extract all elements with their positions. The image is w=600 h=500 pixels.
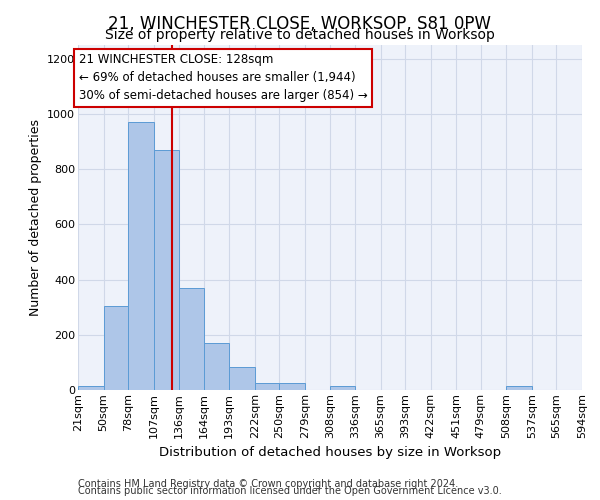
Bar — [179, 288, 204, 390]
Bar — [280, 382, 305, 390]
Bar — [128, 122, 154, 390]
Text: Contains public sector information licensed under the Open Government Licence v3: Contains public sector information licen… — [78, 486, 502, 496]
Bar — [331, 386, 355, 390]
Text: Size of property relative to detached houses in Worksop: Size of property relative to detached ho… — [105, 28, 495, 42]
Bar — [229, 366, 255, 390]
X-axis label: Distribution of detached houses by size in Worksop: Distribution of detached houses by size … — [159, 446, 501, 459]
Bar — [154, 150, 179, 390]
Text: 21, WINCHESTER CLOSE, WORKSOP, S81 0PW: 21, WINCHESTER CLOSE, WORKSOP, S81 0PW — [109, 15, 491, 33]
Bar — [204, 343, 229, 390]
Bar — [255, 382, 280, 390]
Bar — [78, 386, 104, 390]
Bar — [104, 306, 128, 390]
Bar — [506, 386, 532, 390]
Text: 21 WINCHESTER CLOSE: 128sqm
← 69% of detached houses are smaller (1,944)
30% of : 21 WINCHESTER CLOSE: 128sqm ← 69% of det… — [79, 54, 368, 102]
Text: Contains HM Land Registry data © Crown copyright and database right 2024.: Contains HM Land Registry data © Crown c… — [78, 479, 458, 489]
Y-axis label: Number of detached properties: Number of detached properties — [29, 119, 41, 316]
